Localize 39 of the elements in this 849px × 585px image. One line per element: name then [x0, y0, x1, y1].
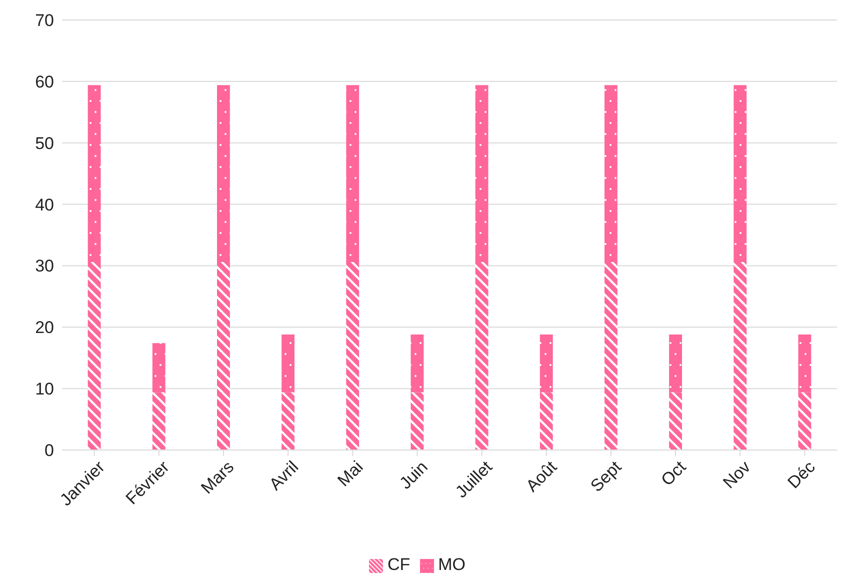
- x-tick-label: Déc: [784, 457, 820, 492]
- bar: [152, 392, 166, 450]
- bar: [152, 343, 166, 392]
- legend-label: CF: [387, 555, 410, 574]
- bar: [540, 392, 553, 450]
- bar: [798, 392, 812, 450]
- bar: [734, 262, 747, 450]
- x-tick-label: Oct: [658, 457, 690, 490]
- bar: [217, 262, 230, 450]
- legend-label: MO: [438, 555, 466, 574]
- bar: [475, 262, 488, 450]
- bar: [346, 85, 360, 262]
- x-tick-label: Nov: [719, 457, 755, 492]
- bar: [410, 392, 424, 450]
- bar: [346, 262, 360, 450]
- bar: [282, 392, 294, 450]
- bar: [475, 85, 488, 262]
- bar: [734, 85, 747, 262]
- x-tick-label: Mai: [334, 457, 367, 490]
- bar: [798, 334, 812, 392]
- bar: [88, 262, 101, 450]
- bar: [669, 334, 682, 392]
- bar: [282, 334, 294, 392]
- bar: [540, 334, 553, 392]
- y-tick-label: 40: [35, 195, 54, 214]
- y-tick-label: 30: [35, 256, 54, 276]
- y-tick-label: 50: [35, 134, 54, 153]
- y-tick-label: 70: [35, 11, 54, 30]
- bar: [410, 334, 424, 392]
- bar: [604, 262, 618, 450]
- bar: [88, 85, 101, 262]
- y-tick-label: 20: [35, 318, 54, 338]
- y-tick-label: 60: [35, 72, 54, 92]
- bar: [604, 85, 618, 262]
- x-tick-label: Juin: [396, 457, 432, 493]
- y-tick-label: 0: [44, 441, 54, 460]
- y-tick-label: 10: [35, 380, 54, 399]
- bar: [217, 85, 230, 262]
- bar: [669, 392, 682, 450]
